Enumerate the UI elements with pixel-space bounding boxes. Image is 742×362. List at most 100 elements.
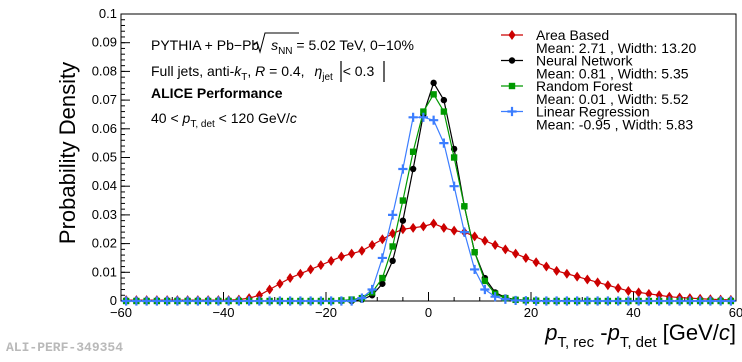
data-point: [553, 265, 561, 276]
x-axis-label-unit-c: c: [719, 320, 730, 345]
x-tick-label: 0: [425, 305, 432, 320]
data-point: [635, 287, 643, 298]
data-point: [430, 79, 437, 87]
y-tick-label: 0.04: [92, 178, 117, 193]
data-point: [563, 268, 571, 279]
data-point: [644, 296, 654, 306]
data-point: [419, 221, 427, 232]
legend-series-stats: Mean: 2.71 , Width: 13.20: [536, 40, 697, 56]
data-point: [531, 296, 541, 306]
series-3: [121, 112, 736, 306]
data-point: [337, 251, 345, 262]
data-point: [490, 292, 500, 302]
data-point: [654, 296, 664, 306]
data-point: [705, 296, 715, 306]
data-point: [562, 296, 572, 306]
data-point: [440, 108, 448, 115]
data-point: [379, 274, 386, 282]
data-point: [286, 273, 294, 284]
data-point: [480, 284, 490, 295]
x-axis-label: pT, rec -pT, det [GeV/c]: [544, 320, 736, 351]
legend-series-name: Area Based: [536, 27, 609, 43]
data-point: [317, 260, 325, 271]
annotation-line-3: ALICE Performance: [151, 85, 283, 101]
y-tick-label: 0.03: [92, 207, 117, 222]
data-point: [541, 296, 551, 306]
x-axis-label-unit-open: [GeV/: [657, 320, 720, 345]
y-tick-label: 0.08: [92, 63, 117, 78]
data-point: [582, 296, 592, 306]
data-point: [398, 164, 408, 174]
x-tick-label: 20: [524, 305, 538, 320]
data-point: [450, 225, 458, 236]
data-point: [409, 165, 417, 173]
data-point: [573, 271, 581, 282]
data-point: [461, 203, 468, 210]
y-axis-label: Probability Density: [55, 62, 80, 244]
data-point: [430, 218, 438, 229]
data-point: [507, 106, 517, 117]
data-point: [471, 231, 479, 242]
data-point: [532, 257, 540, 268]
legend-series-name: Linear Regression: [536, 104, 650, 120]
data-point: [265, 296, 275, 306]
data-point: [244, 296, 254, 306]
data-point: [408, 112, 418, 122]
data-point: [152, 296, 162, 306]
sqrt-sign: [253, 32, 299, 54]
data-point: [552, 296, 562, 306]
figure-id-footer: ALI-PERF-349354: [6, 340, 124, 355]
data-point: [336, 296, 346, 306]
data-point: [500, 294, 510, 304]
data-point: [508, 57, 516, 64]
data-point: [388, 210, 398, 220]
x-axis-label-sub1: T, rec: [557, 334, 594, 351]
data-point: [357, 293, 367, 303]
data-point: [429, 115, 439, 125]
data-point: [583, 274, 591, 285]
data-point: [511, 295, 521, 306]
data-point: [470, 264, 480, 275]
data-point: [716, 296, 726, 306]
data-point: [664, 296, 674, 306]
annotation-block: PYTHIA + Pb−Pb sNN = 5.02 TeV, 0−10% Ful…: [151, 32, 414, 130]
data-point: [285, 296, 295, 306]
data-point: [193, 296, 203, 306]
data-point: [348, 248, 356, 259]
y-tick-label: 0.09: [92, 35, 117, 50]
data-point: [316, 296, 326, 306]
data-point: [162, 296, 172, 306]
data-point: [522, 252, 530, 263]
data-point: [481, 235, 489, 246]
legend-series-name: Neural Network: [536, 53, 633, 69]
data-point: [614, 283, 622, 294]
y-tick-label: 0.06: [92, 121, 117, 136]
data-point: [420, 108, 427, 115]
data-point: [604, 280, 612, 291]
data-point: [276, 278, 284, 289]
data-point: [440, 222, 448, 233]
data-point: [624, 285, 632, 296]
sqrt-s-label: s: [271, 37, 278, 53]
data-point: [234, 296, 244, 306]
data-point: [491, 240, 499, 251]
data-point: [347, 296, 357, 306]
y-tick-label: 0.01: [92, 264, 117, 279]
x-axis-label-unit-close: ]: [730, 320, 736, 345]
data-point: [203, 296, 213, 306]
data-point: [389, 243, 396, 250]
data-point: [255, 290, 263, 301]
data-point: [450, 154, 458, 161]
y-tick-label: 0: [110, 293, 117, 308]
legend-series-stats: Mean: 0.01 , Width: 5.52: [536, 91, 689, 107]
series-line: [126, 116, 731, 302]
data-point: [572, 296, 582, 306]
data-point: [430, 91, 437, 98]
y-tick-label: 0.1: [99, 6, 117, 21]
data-point: [306, 296, 316, 306]
axes: −60 −40 −20 0 20 40 60 0 0.01 0.02 0.03 0.04 0.05 0.0…: [92, 6, 742, 320]
data-point: [685, 296, 695, 306]
data-point: [389, 257, 396, 265]
